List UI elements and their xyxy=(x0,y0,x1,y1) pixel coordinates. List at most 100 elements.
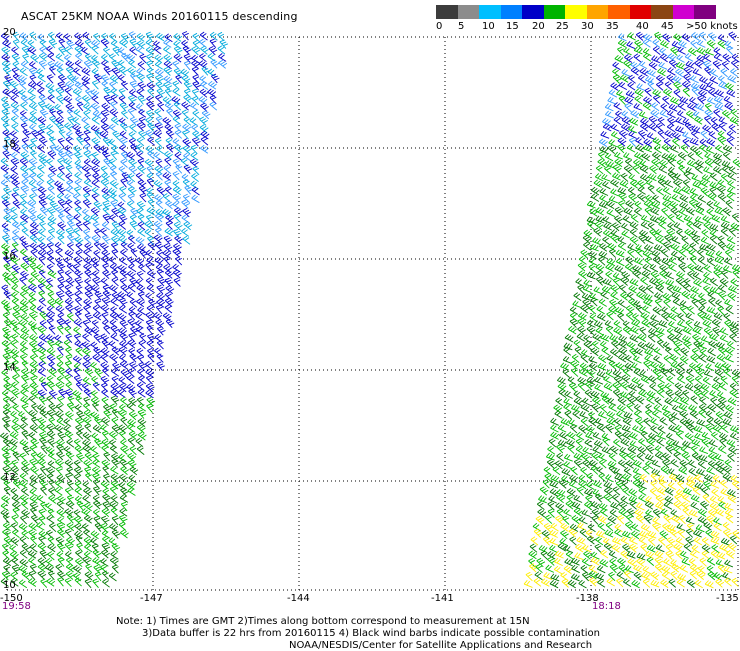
wind-barb xyxy=(575,278,584,287)
wind-barb xyxy=(154,122,164,132)
wind-barb xyxy=(83,487,92,497)
wind-barb xyxy=(164,269,174,279)
wind-barb xyxy=(602,180,611,190)
wind-barb xyxy=(698,409,707,419)
wind-barb xyxy=(38,333,48,343)
wind-barb xyxy=(555,397,564,407)
wind-barb xyxy=(723,312,732,322)
wind-barb xyxy=(628,298,637,308)
wind-barb xyxy=(586,200,596,209)
wind-barb xyxy=(29,501,39,512)
wind-barb xyxy=(621,530,631,539)
wind-barb xyxy=(63,158,73,167)
wind-barb xyxy=(75,221,83,232)
wind-barb xyxy=(578,480,588,490)
wind-barb xyxy=(628,173,638,182)
wind-barb xyxy=(578,368,588,377)
wind-barb xyxy=(683,214,693,224)
wind-barb xyxy=(659,530,669,540)
wind-barb xyxy=(549,544,558,554)
wind-barb xyxy=(119,319,129,330)
wind-barb xyxy=(624,96,634,105)
wind-barb xyxy=(198,60,208,69)
wind-barb xyxy=(560,523,570,532)
wind-barb xyxy=(163,81,172,91)
wind-barb xyxy=(12,61,20,71)
wind-barb xyxy=(693,388,703,399)
legend-tick-label: 20 xyxy=(532,21,545,32)
wind-barb xyxy=(703,313,712,322)
wind-barb xyxy=(38,297,47,307)
wind-barb xyxy=(128,474,137,484)
wind-barb xyxy=(183,60,191,71)
wind-barb xyxy=(706,138,716,147)
wind-barb xyxy=(698,298,707,308)
wind-barb xyxy=(566,438,575,448)
wind-barb xyxy=(612,381,622,391)
wind-barb xyxy=(580,403,590,413)
wind-barb xyxy=(118,514,128,525)
wind-barb xyxy=(670,46,680,56)
wind-barb xyxy=(580,249,590,259)
wind-barb xyxy=(727,452,735,462)
wind-barb xyxy=(46,193,56,203)
wind-barb xyxy=(118,193,126,203)
wind-barb xyxy=(657,215,667,224)
wind-barb xyxy=(20,213,29,223)
wind-barb xyxy=(550,474,560,483)
wind-barb xyxy=(606,410,616,420)
wind-barb xyxy=(559,479,568,489)
wind-barb xyxy=(675,61,685,70)
wind-barb xyxy=(136,207,145,217)
wind-barb xyxy=(727,172,737,181)
wind-barb xyxy=(12,451,22,461)
wind-barb xyxy=(570,557,580,566)
wind-barb xyxy=(706,466,715,475)
wind-barb xyxy=(164,33,173,43)
wind-barb xyxy=(662,33,671,43)
wind-barb xyxy=(574,346,582,356)
wind-barb xyxy=(617,299,626,308)
wind-barb xyxy=(573,292,582,301)
wind-barb xyxy=(629,236,639,246)
wind-barb xyxy=(695,159,705,168)
wind-barb xyxy=(586,216,596,225)
wind-barb xyxy=(164,179,172,189)
wind-barb xyxy=(163,60,173,70)
wind-barb xyxy=(200,130,210,140)
wind-barb xyxy=(628,137,636,147)
wind-barb xyxy=(192,109,200,120)
wind-barb xyxy=(47,536,55,546)
wind-barb xyxy=(595,207,605,216)
wind-barb xyxy=(102,206,110,216)
wind-barb xyxy=(620,74,629,83)
wind-barb xyxy=(549,579,559,589)
wind-barb xyxy=(697,95,706,105)
wind-barb xyxy=(75,347,83,357)
wind-barb xyxy=(199,53,207,63)
wind-barb xyxy=(667,334,677,343)
wind-barb xyxy=(100,347,110,357)
wind-barb xyxy=(671,235,681,245)
wind-barb xyxy=(119,39,129,48)
wind-barb xyxy=(664,495,674,504)
wind-barb xyxy=(656,437,665,447)
wind-barb xyxy=(638,234,648,244)
wind-barb xyxy=(554,410,563,419)
wind-barb xyxy=(645,509,654,518)
wind-barb xyxy=(110,306,119,316)
wind-barb xyxy=(636,83,646,91)
wind-barb xyxy=(56,551,65,560)
wind-barb xyxy=(36,172,45,182)
wind-barb xyxy=(595,572,605,581)
wind-barb xyxy=(706,243,716,252)
wind-barb xyxy=(74,199,82,209)
wind-barb xyxy=(707,290,716,300)
wind-barb xyxy=(46,395,54,405)
wind-barb xyxy=(73,375,83,385)
wind-barb xyxy=(542,479,550,489)
wind-barb xyxy=(563,403,572,413)
wind-barb xyxy=(590,556,600,566)
wind-barb xyxy=(682,440,691,449)
legend-tick-label: 45 xyxy=(661,21,674,32)
